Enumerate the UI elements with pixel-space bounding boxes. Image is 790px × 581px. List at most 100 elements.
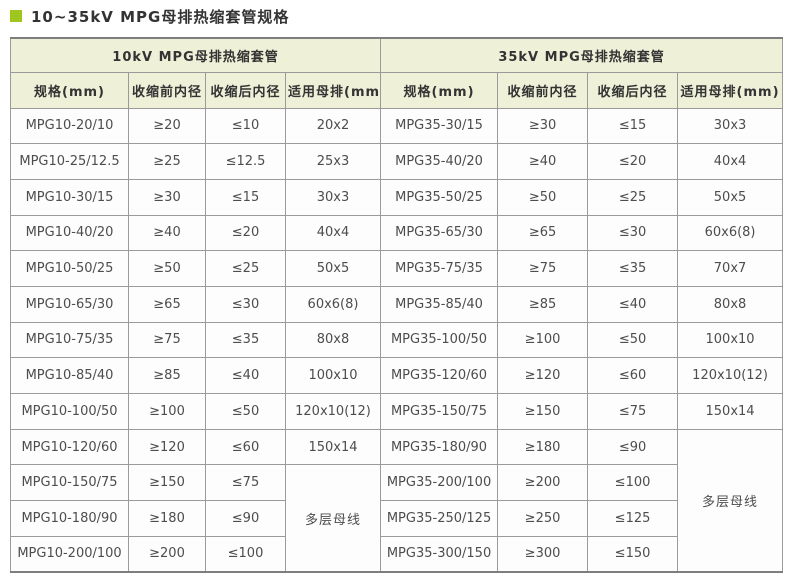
post-shrink-cell: ≤50 [205, 393, 286, 430]
busbar-cell: 60x6(8) [284, 285, 382, 323]
busbar-cell: 150x14 [284, 428, 382, 466]
post-shrink-cell: ≤25 [587, 178, 679, 216]
post-shrink-cell: ≤12.5 [205, 143, 286, 180]
pre-shrink-cell: ≥300 [497, 535, 589, 573]
post-shrink-cell: ≤100 [205, 535, 286, 573]
busbar-cell: 150x14 [677, 393, 784, 430]
pre-shrink-cell: ≥180 [128, 500, 206, 537]
spec-cell: MPG10-30/15 [10, 178, 129, 216]
pre-shrink-cell: ≥75 [497, 250, 589, 287]
table-row: MPG10-40/20 ≥40 ≤20 40x4 MPG35-65/30 ≥65… [10, 214, 784, 252]
spec-cell: MPG35-65/30 [380, 214, 499, 252]
page-title: 10~35kV MPG母排热缩套管规格 [31, 7, 290, 26]
col-header-busbar-10kv: 适用母排(mm) [284, 71, 382, 109]
post-shrink-cell: ≤100 [587, 464, 679, 502]
post-shrink-cell: ≤60 [205, 428, 286, 466]
col-header-pre-10kv: 收缩前内径 [128, 71, 206, 109]
section-title-bar: 10~35kV MPG母排热缩套管规格 [10, 4, 289, 28]
post-shrink-cell: ≤75 [205, 464, 286, 502]
busbar-multilayer-cell-10kv: 多层母线 [284, 464, 382, 573]
post-shrink-cell: ≤35 [205, 321, 286, 359]
col-header-pre-35kv: 收缩前内径 [497, 71, 589, 109]
spec-cell: MPG35-150/75 [380, 393, 499, 430]
busbar-cell: 100x10 [677, 321, 784, 359]
spec-cell: MPG35-100/50 [380, 321, 499, 359]
spec-cell: MPG35-40/20 [380, 143, 499, 180]
table-row: MPG10-25/12.5 ≥25 ≤12.5 25x3 MPG35-40/20… [10, 143, 784, 180]
pre-shrink-cell: ≥250 [497, 500, 589, 537]
spec-cell: MPG10-100/50 [10, 393, 129, 430]
spec-cell: MPG10-40/20 [10, 214, 129, 252]
spec-cell: MPG10-180/90 [10, 500, 129, 537]
green-square-bullet-icon [10, 10, 22, 22]
post-shrink-cell: ≤50 [587, 321, 679, 359]
spec-cell: MPG35-200/100 [380, 464, 499, 502]
table-row: MPG10-150/75 ≥150 ≤75 多层母线 MPG35-200/100… [10, 464, 783, 573]
pre-shrink-cell: ≥100 [128, 393, 206, 430]
busbar-cell: 50x5 [677, 178, 784, 216]
spec-cell: MPG35-30/15 [380, 107, 499, 145]
post-shrink-cell: ≤30 [205, 285, 286, 323]
post-shrink-cell: ≤35 [587, 250, 679, 287]
table-row: MPG10-30/15 ≥30 ≤15 30x3 MPG35-50/25 ≥50… [10, 178, 784, 216]
table-row: MPG10-200/100 ≥200 ≤100 MPG35-300/150 ≥3… [10, 535, 783, 573]
group-header-35kv: 35kV MPG母排热缩套管 [380, 37, 784, 73]
spec-cell: MPG10-25/12.5 [10, 143, 129, 180]
post-shrink-cell: ≤75 [587, 393, 679, 430]
table-row: MPG10-20/10 ≥20 ≤10 20x2 MPG35-30/15 ≥30… [10, 107, 784, 145]
pre-shrink-cell: ≥150 [497, 393, 589, 430]
pre-shrink-cell: ≥180 [497, 428, 589, 466]
group-header-row: 10kV MPG母排热缩套管 35kV MPG母排热缩套管 [9, 37, 784, 73]
pre-shrink-cell: ≥20 [128, 107, 206, 145]
post-shrink-cell: ≤90 [205, 500, 286, 537]
pre-shrink-cell: ≥85 [128, 357, 206, 394]
spec-cell: MPG10-200/100 [10, 535, 129, 573]
group-header-10kv: 10kV MPG母排热缩套管 [9, 37, 382, 73]
pre-shrink-cell: ≥200 [497, 464, 589, 502]
table-row: MPG10-75/35 ≥75 ≤35 80x8 MPG35-100/50 ≥1… [10, 321, 784, 359]
col-header-spec-10kv: 规格(mm) [10, 71, 129, 109]
busbar-cell: 40x4 [284, 214, 382, 252]
pre-shrink-cell: ≥50 [497, 178, 589, 216]
pre-shrink-cell: ≥50 [128, 250, 206, 287]
post-shrink-cell: ≤90 [587, 428, 679, 466]
busbar-cell: 50x5 [284, 250, 382, 287]
busbar-cell: 30x3 [284, 178, 382, 216]
table-row: MPG10-65/30 ≥65 ≤30 60x6(8) MPG35-85/40 … [10, 285, 784, 323]
pre-shrink-cell: ≥75 [128, 321, 206, 359]
busbar-cell: 120x10(12) [677, 357, 784, 394]
pre-shrink-cell: ≥85 [497, 285, 589, 323]
pre-shrink-cell: ≥40 [497, 143, 589, 180]
busbar-cell: 60x6(8) [677, 214, 784, 252]
busbar-cell: 80x8 [677, 285, 784, 323]
spec-cell: MPG10-20/10 [10, 107, 129, 145]
spec-cell: MPG35-180/90 [380, 428, 499, 466]
spec-cell: MPG35-250/125 [380, 500, 499, 537]
post-shrink-cell: ≤60 [587, 357, 679, 394]
spec-cell: MPG35-120/60 [380, 357, 499, 394]
spec-cell: MPG10-75/35 [10, 321, 129, 359]
post-shrink-cell: ≤15 [205, 178, 286, 216]
spec-cell: MPG10-85/40 [10, 357, 129, 394]
post-shrink-cell: ≤150 [587, 535, 679, 573]
mpg-spec-table: 10kV MPG母排热缩套管 35kV MPG母排热缩套管 规格(mm) 收缩前… [9, 37, 784, 573]
pre-shrink-cell: ≥200 [128, 535, 206, 573]
spec-cell: MPG35-50/25 [380, 178, 499, 216]
post-shrink-cell: ≤30 [587, 214, 679, 252]
spec-cell: MPG35-300/150 [380, 535, 499, 573]
pre-shrink-cell: ≥150 [128, 464, 206, 502]
post-shrink-cell: ≤40 [205, 357, 286, 394]
pre-shrink-cell: ≥65 [128, 285, 206, 323]
busbar-cell: 80x8 [284, 321, 382, 359]
table-row: MPG10-85/40 ≥85 ≤40 100x10 MPG35-120/60 … [10, 357, 784, 394]
pre-shrink-cell: ≥40 [128, 214, 206, 252]
post-shrink-cell: ≤40 [587, 285, 679, 323]
col-header-spec-35kv: 规格(mm) [380, 71, 499, 109]
post-shrink-cell: ≤10 [205, 107, 286, 145]
busbar-cell: 120x10(12) [284, 393, 382, 430]
pre-shrink-cell: ≥120 [497, 357, 589, 394]
post-shrink-cell: ≤20 [587, 143, 679, 180]
spec-cell: MPG10-65/30 [10, 285, 129, 323]
spec-cell: MPG35-75/35 [380, 250, 499, 287]
